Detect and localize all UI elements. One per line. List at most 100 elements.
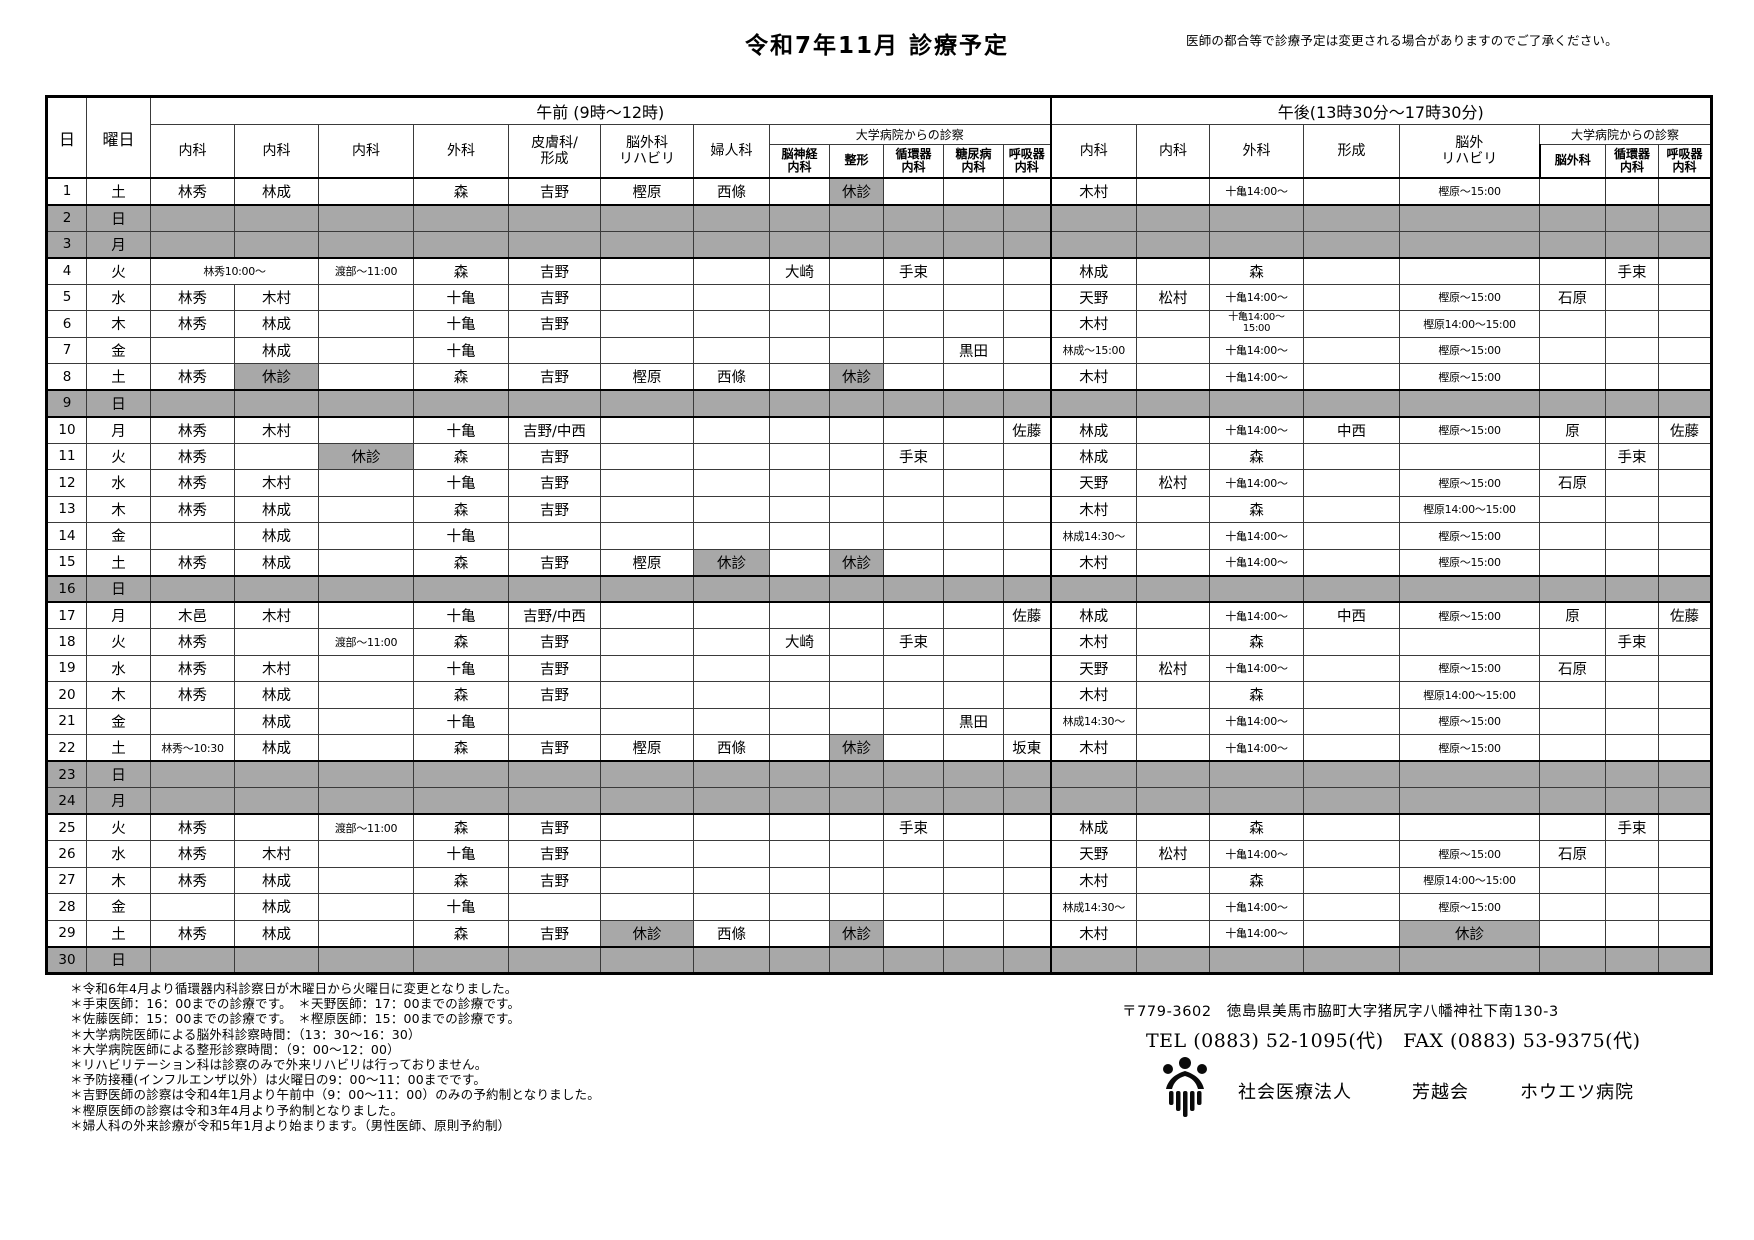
- schedule-cell: [318, 574, 414, 603]
- schedule-cell: [234, 230, 319, 258]
- schedule-cell: [943, 601, 1004, 629]
- schedule-cell: [1605, 707, 1659, 735]
- schedule-cell: [1399, 945, 1540, 974]
- sub-header-pm-cardiology: 循環器 内科: [1605, 144, 1659, 179]
- schedule-cell: [943, 230, 1004, 258]
- schedule-cell: [943, 469, 1004, 497]
- schedule-cell: [1539, 389, 1606, 417]
- schedule-cell: 林成: [234, 548, 319, 576]
- schedule-cell: 林成: [234, 866, 319, 894]
- schedule-cell: [769, 787, 830, 815]
- schedule-cell: 石原: [1539, 283, 1606, 311]
- schedule-cell: [1209, 389, 1304, 417]
- schedule-cell: [318, 945, 414, 974]
- schedule-cell: [693, 203, 770, 232]
- schedule-cell: 林秀: [150, 840, 235, 868]
- schedule-cell: [769, 574, 830, 603]
- schedule-cell: [943, 919, 1004, 947]
- schedule-cell: [943, 495, 1004, 523]
- schedule-cell: 手束: [883, 813, 944, 841]
- schedule-cell: 西條: [693, 363, 770, 391]
- schedule-cell: 石原: [1539, 469, 1606, 497]
- schedule-cell: [318, 840, 414, 868]
- schedule-cell: 吉野: [508, 310, 601, 338]
- schedule-cell: 十亀: [413, 522, 509, 550]
- schedule-cell: 林秀: [150, 681, 235, 709]
- weekday: 火: [86, 628, 151, 656]
- schedule-cell: 樫原～15:00: [1399, 734, 1540, 762]
- schedule-cell: 林成14:30～: [1049, 522, 1137, 550]
- weekday: 土: [86, 734, 151, 762]
- schedule-cell: [829, 866, 884, 894]
- schedule-cell: 林成: [1049, 601, 1137, 629]
- schedule-cell: 森: [413, 734, 509, 762]
- schedule-cell: [318, 230, 414, 258]
- schedule-cell: [1303, 469, 1400, 497]
- schedule-cell: [693, 415, 770, 444]
- schedule-cell: [1605, 893, 1659, 921]
- schedule-cell: [1539, 574, 1606, 603]
- schedule-cell: [413, 389, 509, 417]
- schedule-cell: 木村: [234, 469, 319, 497]
- schedule-cell: [1003, 574, 1051, 603]
- schedule-cell: [413, 203, 509, 232]
- schedule-cell: 吉野: [508, 866, 601, 894]
- schedule-cell: 十亀: [413, 336, 509, 364]
- day-number: 2: [46, 203, 87, 232]
- schedule-cell: [1399, 389, 1540, 417]
- schedule-cell: [234, 574, 319, 603]
- schedule-cell: [1003, 177, 1051, 205]
- schedule-cell: [883, 389, 944, 417]
- schedule-cell: [1003, 310, 1051, 338]
- schedule-cell: [883, 336, 944, 364]
- schedule-cell: 木村: [1049, 734, 1137, 762]
- schedule-cell: 林成: [234, 336, 319, 364]
- weekday: 金: [86, 336, 151, 364]
- schedule-cell: [1605, 469, 1659, 497]
- schedule-cell: [318, 919, 414, 947]
- schedule-cell: [883, 919, 944, 947]
- schedule-cell: 十亀: [413, 707, 509, 735]
- schedule-cell: [508, 336, 601, 364]
- schedule-cell: [883, 707, 944, 735]
- schedule-cell: [883, 574, 944, 603]
- schedule-cell: [1605, 840, 1659, 868]
- weekday: 水: [86, 840, 151, 868]
- schedule-cell: [1658, 893, 1712, 921]
- day-number: 8: [46, 363, 87, 391]
- schedule-cell: 吉野: [508, 283, 601, 311]
- schedule-cell: [234, 442, 319, 470]
- schedule-cell: [1003, 495, 1051, 523]
- schedule-cell: [1303, 363, 1400, 391]
- schedule-cell: [769, 548, 830, 576]
- schedule-cell: 吉野: [508, 469, 601, 497]
- sub-header-am-diabetes: 糖尿病 内科: [943, 144, 1004, 179]
- schedule-cell: [600, 442, 694, 470]
- schedule-cell: [150, 522, 235, 550]
- schedule-cell: [1303, 522, 1400, 550]
- schedule-cell: 林成: [1049, 813, 1137, 841]
- schedule-cell: [600, 760, 694, 788]
- day-number: 11: [46, 442, 87, 470]
- schedule-cell: 休診: [829, 734, 884, 762]
- schedule-cell: 十亀14:00～: [1209, 177, 1304, 205]
- schedule-cell: [318, 893, 414, 921]
- schedule-cell: [1003, 548, 1051, 576]
- schedule-cell: [943, 310, 1004, 338]
- weekday: 日: [86, 945, 151, 974]
- schedule-cell: 吉野: [508, 495, 601, 523]
- schedule-cell: 木村: [234, 601, 319, 629]
- schedule-cell: [1303, 336, 1400, 364]
- schedule-cell: 樫原14:00～15:00: [1399, 310, 1540, 338]
- schedule-cell: [234, 787, 319, 815]
- schedule-cell: [1539, 760, 1606, 788]
- schedule-cell: 佐藤: [1658, 601, 1712, 629]
- schedule-cell: [693, 574, 770, 603]
- schedule-cell: 林成: [1049, 442, 1137, 470]
- schedule-cell: [943, 442, 1004, 470]
- schedule-cell: [1539, 866, 1606, 894]
- day-number: 5: [46, 283, 87, 311]
- schedule-cell: [1539, 256, 1606, 285]
- schedule-cell: [1003, 283, 1051, 311]
